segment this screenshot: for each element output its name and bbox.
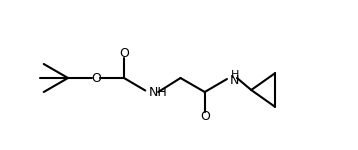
Text: NH: NH [149,85,168,99]
Text: O: O [200,110,210,123]
Text: N: N [230,75,240,87]
Text: O: O [91,72,101,84]
Text: H: H [231,70,240,80]
Text: O: O [119,47,129,60]
